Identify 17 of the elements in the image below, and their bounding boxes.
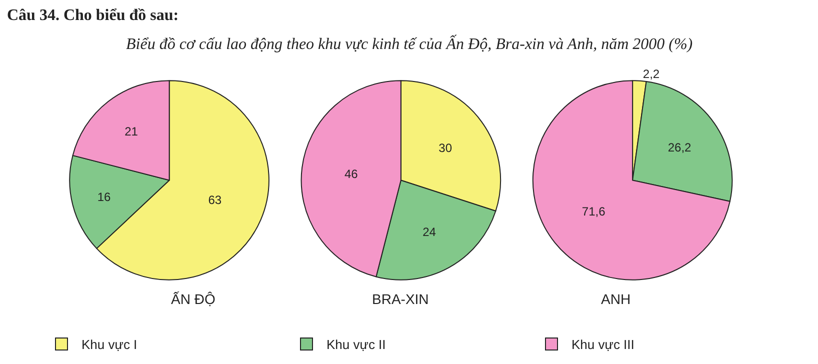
data-label: 2,2 — [642, 66, 660, 81]
slice-label: ANH — [601, 291, 631, 307]
chart-title: Câu 34. Cho biểu đồ sau: — [7, 7, 179, 24]
data-label: 46 — [344, 166, 358, 181]
data-label: 63 — [208, 193, 222, 208]
data-label: 26,2 — [668, 140, 692, 154]
legend-label: Khu vực III — [572, 337, 634, 352]
data-label: 24 — [422, 225, 436, 240]
slice-label: BRA-XIN — [372, 291, 429, 307]
legend-label: Khu vực II — [326, 337, 386, 352]
data-label: 30 — [438, 140, 452, 155]
data-label: 21 — [124, 124, 138, 138]
legend-label: Khu vực I — [82, 337, 138, 352]
data-label: 16 — [97, 190, 111, 204]
data-label: 71,6 — [582, 204, 606, 219]
chart-subtitle: Biểu đồ cơ cấu lao động theo khu vực kinh tế của Ấn Độ, Bra-xin và Anh, năm 2000 (%) — [126, 34, 693, 53]
slice-label: ẤN ĐỘ — [171, 291, 216, 307]
